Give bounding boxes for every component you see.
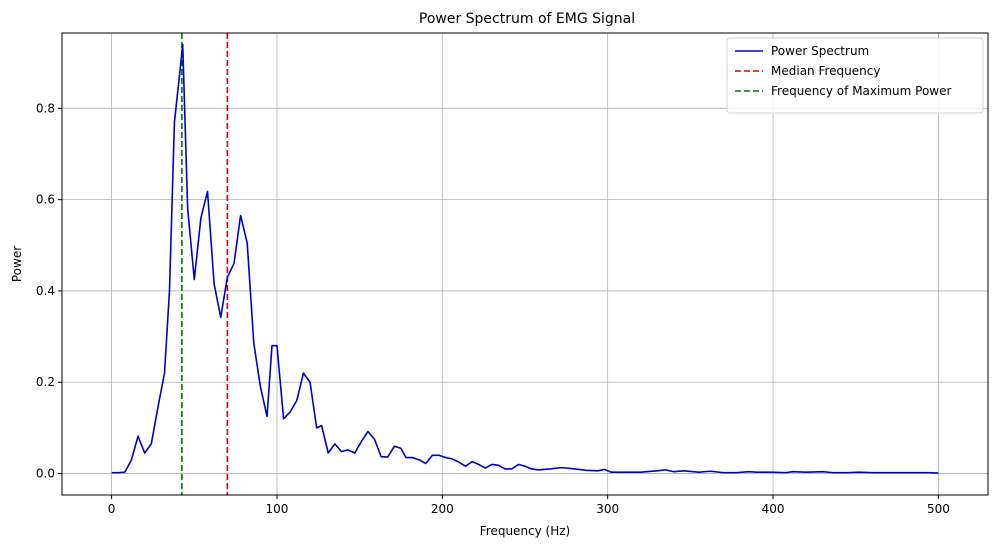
y-axis-ticks: 0.0 0.2 0.4 0.6 0.8 xyxy=(36,101,62,481)
x-axis-ticks: 0 100 200 300 400 500 xyxy=(108,495,950,516)
y-axis-label: Power xyxy=(10,246,24,282)
x-tick-label: 500 xyxy=(927,502,950,516)
legend-box xyxy=(726,37,984,114)
x-tick-label: 100 xyxy=(266,502,289,516)
y-tick-label: 0.0 xyxy=(36,467,55,481)
x-tick-label: 200 xyxy=(431,502,454,516)
y-tick-label: 0.6 xyxy=(36,193,55,207)
legend-label: Frequency of Maximum Power xyxy=(771,84,951,98)
plot-frame xyxy=(61,32,989,496)
legend-label: Power Spectrum xyxy=(771,44,869,58)
series-line-power-spectrum xyxy=(111,43,939,474)
x-axis-label: Frequency (Hz) xyxy=(480,524,571,538)
reference-lines xyxy=(181,33,229,495)
y-tick-label: 0.4 xyxy=(36,284,55,298)
x-tick-label: 300 xyxy=(596,502,619,516)
y-tick-label: 0.8 xyxy=(36,101,55,115)
x-tick-label: 400 xyxy=(762,502,785,516)
chart-title: Power Spectrum of EMG Signal xyxy=(419,11,635,27)
x-tick-label: 0 xyxy=(108,502,116,516)
legend-label: Median Frequency xyxy=(771,64,880,78)
series-layer xyxy=(111,43,939,474)
legend: Power Spectrum Median Frequency Frequency … xyxy=(726,37,984,114)
y-tick-label: 0.2 xyxy=(36,375,55,389)
